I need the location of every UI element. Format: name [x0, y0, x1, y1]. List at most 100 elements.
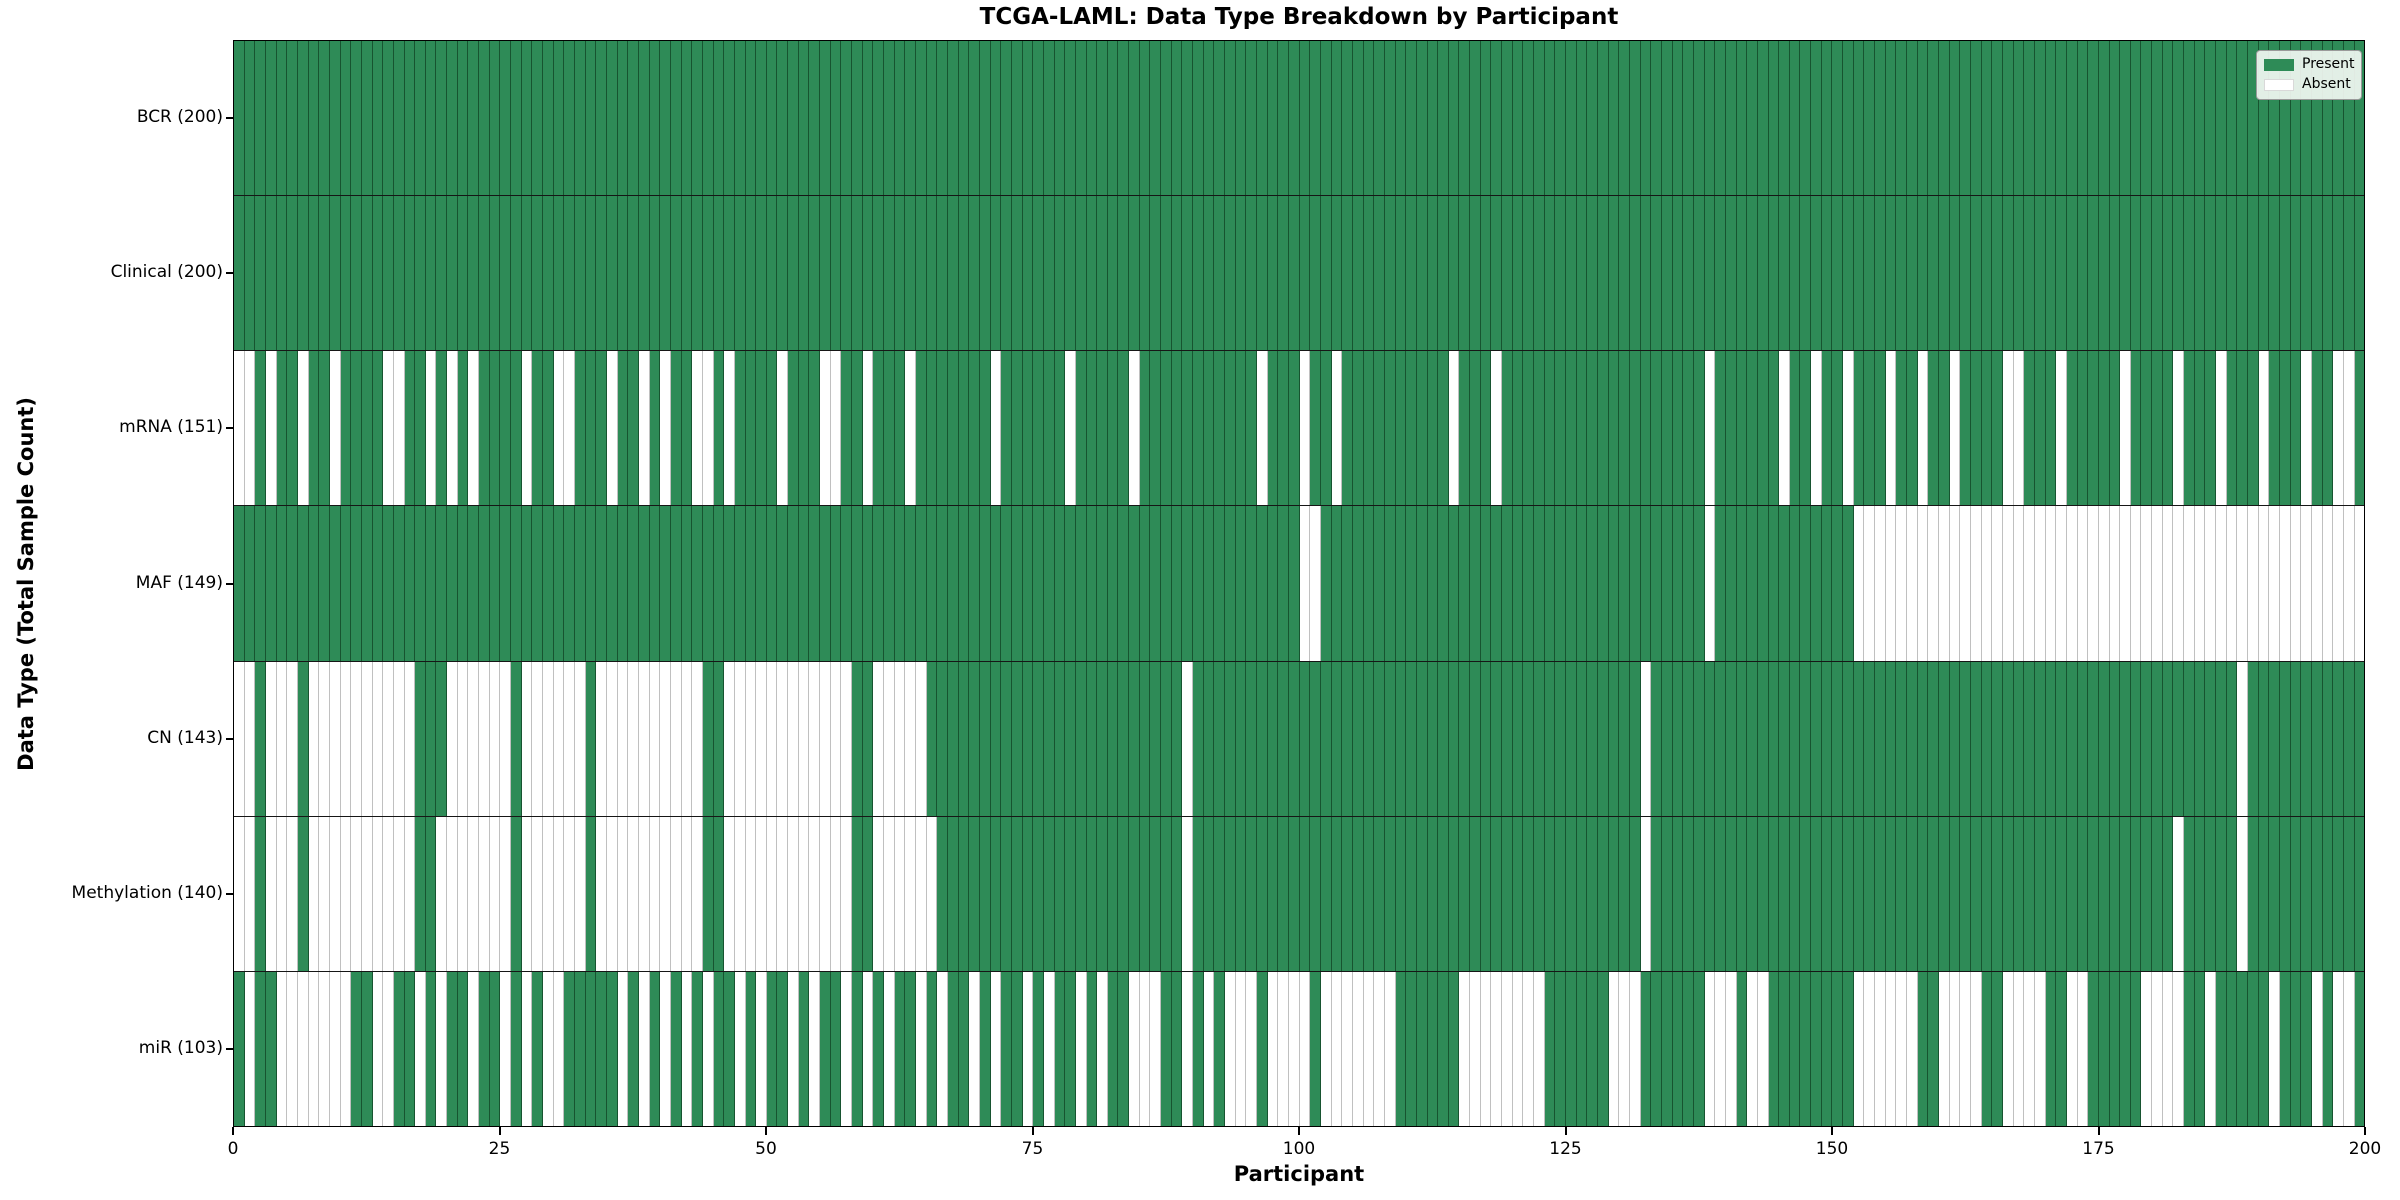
- cell: [1395, 196, 1407, 351]
- cell: [1342, 816, 1353, 971]
- cell: [543, 816, 554, 971]
- cell: [479, 506, 490, 661]
- cell: [2152, 196, 2163, 351]
- cell: [649, 506, 661, 661]
- cell: [234, 196, 245, 351]
- cell: [1864, 196, 1876, 351]
- cell: [1747, 196, 1758, 351]
- cell: [1864, 41, 1876, 196]
- cell: [1150, 41, 1162, 196]
- cell: [798, 41, 810, 196]
- cell: [1075, 196, 1087, 351]
- cell: [1001, 41, 1012, 196]
- cell: [1704, 661, 1716, 816]
- cell: [852, 816, 863, 971]
- cell: [873, 971, 885, 1126]
- cell: [2034, 661, 2046, 816]
- cell: [979, 351, 991, 506]
- cell: [1917, 351, 1929, 506]
- y-tick-label-mir: miR (103): [138, 1038, 223, 1059]
- cell: [1161, 971, 1172, 1126]
- cell: [2237, 41, 2249, 196]
- cell: [1448, 351, 1460, 506]
- cell: [521, 41, 533, 196]
- cell: [1907, 41, 1918, 196]
- cell: [2173, 971, 2185, 1126]
- cell: [2216, 661, 2227, 816]
- cell: [1310, 971, 1321, 1126]
- cell: [1512, 971, 1524, 1126]
- cell: [2162, 196, 2174, 351]
- cell: [553, 816, 565, 971]
- cell: [937, 196, 948, 351]
- cell: [2152, 971, 2163, 1126]
- cell: [2034, 816, 2046, 971]
- cell: [1843, 661, 1854, 816]
- cell: [521, 971, 533, 1126]
- cell: [489, 971, 501, 1126]
- cell: [660, 816, 671, 971]
- cell: [1587, 351, 1598, 506]
- cell: [383, 196, 394, 351]
- cell: [2269, 506, 2280, 661]
- cell: [2173, 506, 2185, 661]
- cell: [1470, 41, 1481, 196]
- cell: [638, 196, 650, 351]
- y-tick-mark: [226, 271, 233, 274]
- cell: [2184, 351, 2195, 506]
- cell: [596, 971, 607, 1126]
- cell: [990, 971, 1002, 1126]
- cell: [308, 351, 320, 506]
- cell: [1406, 971, 1417, 1126]
- cell: [1736, 506, 1748, 661]
- cell: [2194, 661, 2206, 816]
- heatmap-row-cn: [234, 661, 2365, 817]
- cell: [585, 506, 597, 661]
- cell: [1161, 506, 1172, 661]
- cell: [926, 971, 938, 1126]
- cell: [1747, 816, 1758, 971]
- cell: [1246, 506, 1257, 661]
- cell: [1310, 196, 1321, 351]
- cell: [1214, 351, 1226, 506]
- cell: [393, 971, 405, 1126]
- cell: [2248, 816, 2259, 971]
- cell: [351, 816, 362, 971]
- cell: [1107, 351, 1119, 506]
- cell: [2109, 971, 2121, 1126]
- cell: [2333, 196, 2344, 351]
- cell: [1097, 41, 1108, 196]
- cell: [660, 41, 671, 196]
- cell: [1171, 661, 1183, 816]
- cell: [916, 41, 927, 196]
- cell: [2322, 196, 2334, 351]
- cell: [468, 971, 480, 1126]
- cell: [1086, 661, 1098, 816]
- cell: [873, 41, 885, 196]
- cell: [1651, 351, 1662, 506]
- cell: [1427, 816, 1439, 971]
- cell: [2002, 816, 2014, 971]
- cell: [1235, 506, 1247, 661]
- cell: [351, 41, 362, 196]
- cell: [511, 506, 522, 661]
- cell: [2216, 351, 2227, 506]
- cell: [1331, 41, 1343, 196]
- cell: [479, 816, 490, 971]
- cell: [2354, 351, 2365, 506]
- cell: [1821, 41, 1833, 196]
- cell: [1544, 661, 1556, 816]
- cell: [2024, 971, 2035, 1126]
- cell: [628, 971, 639, 1126]
- cell: [1257, 351, 1268, 506]
- cell: [1480, 196, 1492, 351]
- cell: [1171, 41, 1183, 196]
- cell: [2269, 351, 2280, 506]
- cell: [2280, 661, 2291, 816]
- cell: [1438, 816, 1449, 971]
- cell: [2024, 816, 2035, 971]
- cell: [2184, 196, 2195, 351]
- cell: [1907, 196, 1918, 351]
- cell: [2088, 41, 2099, 196]
- cell: [351, 506, 362, 661]
